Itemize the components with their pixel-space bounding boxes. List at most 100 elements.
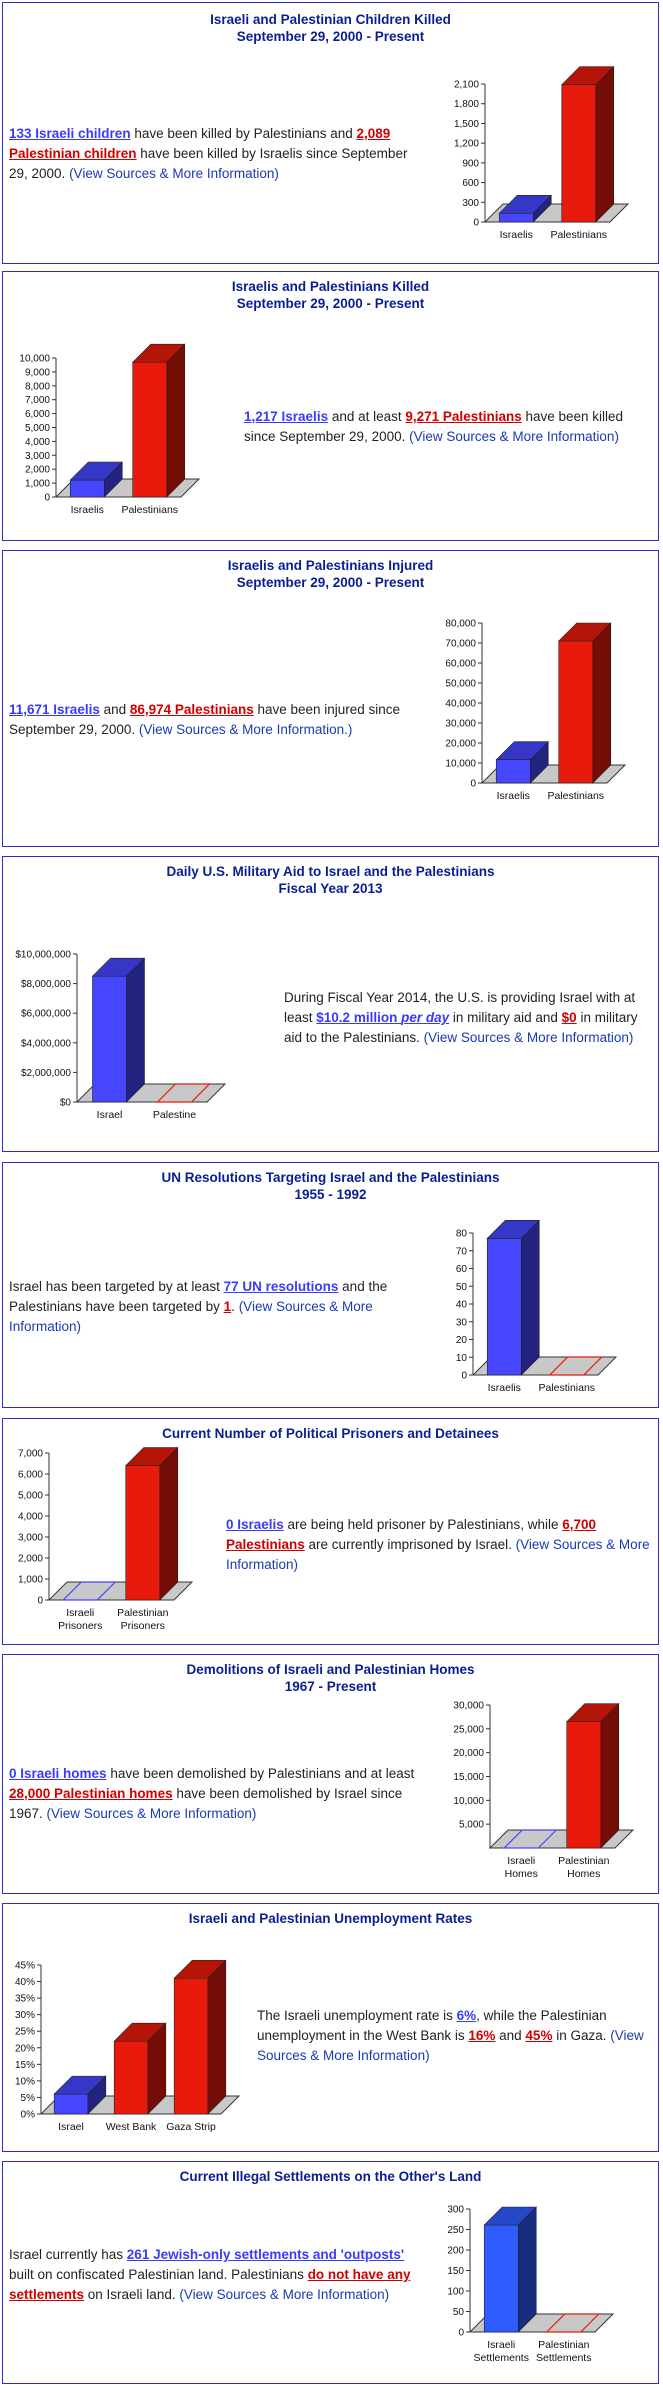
y-tick-label: 10,000: [445, 759, 476, 770]
y-tick-label: $6,000,000: [21, 1009, 71, 1020]
x-tick-label: West Bank: [106, 2121, 157, 2133]
palestinians-prisoners-link[interactable]: 6,700 Palestinians: [226, 1517, 597, 1552]
palestinians-killed-link[interactable]: 9,271 Palestinians: [405, 409, 522, 424]
bar-1: [558, 640, 594, 784]
y-tick-label: $10,000,000: [15, 950, 71, 961]
y-tick-label: 1,800: [454, 99, 479, 110]
y-tick-label: 10,000: [453, 1796, 484, 1807]
y-tick-label: 45%: [15, 1961, 35, 1972]
palestinian-homes-link[interactable]: 28,000 Palestinian homes: [9, 1786, 173, 1801]
y-tick-label: 900: [462, 158, 479, 169]
view-sources-link[interactable]: (View Sources & More Information): [69, 166, 279, 181]
y-tick-label: 0: [473, 218, 479, 229]
x-tick-label: Palestinians: [121, 504, 178, 516]
panel-title: Demolitions of Israeli and Palestinian H…: [186, 1662, 475, 1694]
y-tick-label: 5,000: [459, 1820, 484, 1831]
x-tick-label: Israel: [97, 1109, 123, 1121]
y-tick-label: 25%: [15, 2027, 35, 2038]
view-sources-link[interactable]: (View Sources & More Information): [226, 1537, 650, 1572]
y-tick-label: $4,000,000: [21, 1038, 71, 1049]
israel-aid-link[interactable]: $10.2 million per day: [316, 1010, 450, 1025]
west-bank-unemployment-link[interactable]: 16%: [468, 2028, 496, 2043]
panel-title: Current Number of Political Prisoners an…: [162, 1426, 499, 1441]
view-sources-link[interactable]: (View Sources & More Information): [46, 1806, 257, 1821]
x-tick-label-line: Homes: [567, 1868, 600, 1880]
y-tick-label: 6,000: [18, 1470, 43, 1481]
israelis-injured-link[interactable]: 11,671 Israelis: [9, 702, 100, 717]
bar-chart-unemployment: 0% 5% 10% 15% 20% 25% 30% 35% 40% 45% Israel West B…: [15, 1959, 241, 2133]
y-tick-label: 5%: [21, 2093, 36, 2104]
panel-demolitions: Demolitions of Israeli and Palestinian H…: [2, 1654, 659, 1894]
bar-0: [498, 212, 534, 223]
bar-0: [495, 759, 531, 784]
y-tick-label: 80: [456, 1229, 468, 1240]
y-tick-label: 2,000: [18, 1554, 43, 1565]
israeli-children-link[interactable]: 133 Israeli children: [9, 126, 131, 141]
bar-side-1: [600, 1702, 620, 1849]
panel-title: Israeli and Palestinian Unemployment Rat…: [188, 1911, 473, 1926]
y-tick-label: 7,000: [18, 1449, 43, 1460]
bar-1: [156, 1083, 211, 1103]
panel-text: Israel currently has 261 Jewish-only set…: [9, 2247, 411, 2302]
israeli-homes-link[interactable]: 0 Israeli homes: [9, 1766, 107, 1781]
view-sources-link[interactable]: (View Sources & More Information): [409, 429, 619, 444]
y-tick-label: 1,500: [454, 119, 479, 130]
view-sources-link[interactable]: (View Sources & More Information): [9, 1299, 373, 1334]
y-tick-label: 0: [44, 493, 50, 504]
un-resolutions-israel-link[interactable]: 77 UN resolutions: [223, 1279, 339, 1294]
view-sources-link[interactable]: (View Sources & More Information): [179, 2287, 390, 2302]
x-tick-label-line: Israeli: [66, 1607, 94, 1619]
israel-unemployment-link[interactable]: 6%: [456, 2008, 477, 2023]
palestinian-aid-link[interactable]: $0: [561, 1010, 577, 1025]
x-tick-label-line: Prisoners: [58, 1620, 102, 1632]
y-tick-label: 4,000: [25, 437, 50, 448]
view-sources-link[interactable]: (View Sources & More Information.): [138, 722, 353, 737]
panel-title: Israeli and Palestinian Children Killed S…: [210, 12, 451, 44]
bar-1: [125, 1465, 161, 1601]
un-resolutions-palestinians-link[interactable]: 1: [223, 1299, 232, 1314]
panel-un-resolutions: UN Resolutions Targeting Israel and the …: [2, 1162, 659, 1408]
bar-top-1: [113, 2022, 167, 2042]
y-tick-label: $8,000,000: [21, 979, 71, 990]
panel-text: The Israeli unemployment rate is 6%, whi…: [257, 2008, 644, 2063]
x-tick-label: Palestinians: [547, 790, 604, 802]
palestinian-settlements-link[interactable]: do not have any settlements: [9, 2267, 411, 2302]
view-sources-link[interactable]: (View Sources & More Information): [257, 2028, 644, 2063]
y-tick-label: 10: [456, 1353, 468, 1364]
panel-military-aid: Daily U.S. Military Aid to Israel and th…: [2, 856, 659, 1152]
bar-1: [548, 1356, 604, 1376]
gaza-unemployment-link[interactable]: 45%: [525, 2028, 553, 2043]
bar-chart-children-killed: 0 300 600 900 1,200 1,500 1,800 2,100 Israelis Pa…: [454, 65, 630, 241]
y-tick-label: 50: [453, 2307, 465, 2318]
y-tick-label: 1,000: [25, 479, 50, 490]
bar-1: [561, 84, 597, 223]
view-sources-link[interactable]: (View Sources & More Information): [423, 1030, 634, 1045]
israeli-settlements-link[interactable]: 261 Jewish-only settlements and 'outpost…: [126, 2247, 405, 2262]
israelis-prisoners-link[interactable]: 0 Israelis: [226, 1517, 284, 1532]
bar-0: [61, 1581, 117, 1601]
y-tick-label: 10,000: [19, 354, 50, 365]
x-tick-label: Palestinians: [550, 229, 607, 241]
y-tick-label: 70: [456, 1246, 468, 1257]
y-tick-label: 8,000: [25, 381, 50, 392]
y-tick-label: 150: [447, 2266, 464, 2277]
bar-0: [53, 2093, 89, 2115]
x-tick-label: Palestinian Settlements: [536, 2339, 591, 2364]
bar-1: [132, 361, 168, 498]
panel-children-killed: Israeli and Palestinian Children Killed S…: [2, 2, 659, 264]
israelis-killed-link[interactable]: 1,217 Israelis: [244, 409, 329, 424]
bar-1: [113, 2040, 149, 2115]
palestinian-children-link[interactable]: 2,089 Palestinian children: [9, 126, 391, 161]
bar-side-1: [166, 343, 186, 498]
bar-2: [173, 1977, 209, 2115]
y-tick-label: 200: [447, 2246, 464, 2257]
y-tick-label: 40,000: [445, 699, 476, 710]
panel-text: 0 Israelis are being held prisoner by Pa…: [226, 1517, 650, 1572]
palestinians-injured-link[interactable]: 86,974 Palestinians: [129, 702, 254, 717]
y-tick-label: 15,000: [453, 1772, 484, 1783]
y-tick-label: 0%: [21, 2110, 36, 2121]
bar-top-1: [566, 1703, 620, 1722]
x-tick-label-line: Israeli: [507, 1855, 535, 1867]
y-tick-label: 1,000: [18, 1575, 43, 1586]
